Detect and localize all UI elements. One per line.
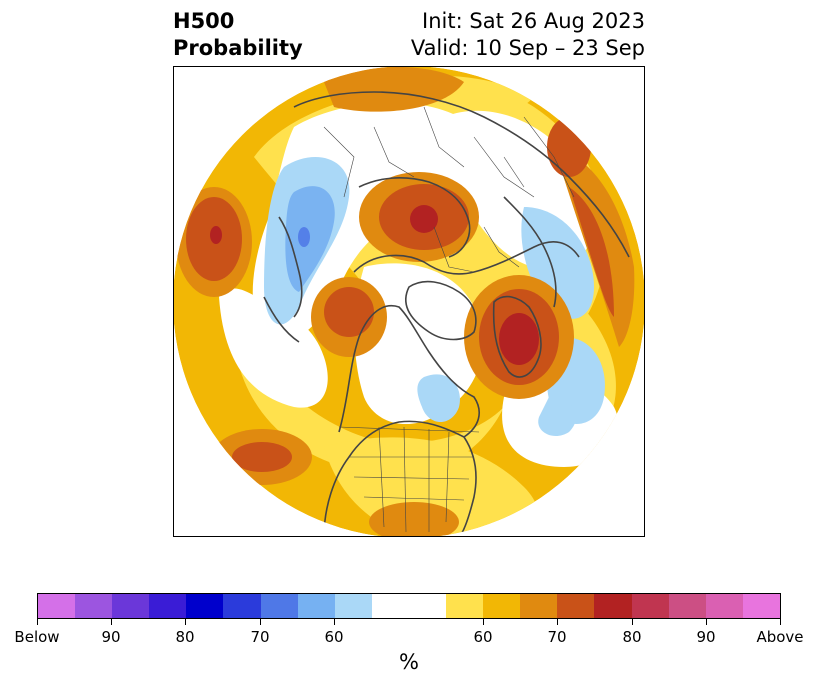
title-valid-range: Valid: 10 Sep – 23 Sep (410, 36, 645, 60)
colorbar-segment (186, 594, 224, 618)
colorbar-tick (780, 619, 781, 625)
colorbar-tick (185, 619, 186, 625)
colorbar-segment (520, 594, 558, 618)
colorbar-segment (668, 594, 706, 618)
colorbar-tick (706, 619, 707, 625)
colorbar-tick (37, 619, 38, 625)
colorbar-tick (483, 619, 484, 625)
colorbar-segment (446, 594, 484, 618)
colorbar (37, 593, 781, 619)
colorbar-tick (111, 619, 112, 625)
probability-map (174, 67, 644, 536)
colorbar-segment (297, 594, 335, 618)
colorbar-tick-label: 90 (696, 628, 716, 646)
title-right: Init: Sat 26 Aug 2023 Valid: 10 Sep – 23… (411, 8, 645, 62)
colorbar-segment (112, 594, 150, 618)
colorbar-segment (38, 594, 76, 618)
colorbar-segment (705, 594, 743, 618)
colorbar-tick-label: Above (756, 628, 804, 646)
colorbar-segment (149, 594, 187, 618)
title-variable: H500 (173, 9, 235, 33)
colorbar-tick (334, 619, 335, 625)
colorbar-tick-label: 60 (473, 628, 493, 646)
colorbar-tick-label: 60 (324, 628, 344, 646)
colorbar-segment (260, 594, 298, 618)
colorbar-tick-label: 70 (547, 628, 567, 646)
political-boundaries (323, 106, 575, 533)
colorbar-segment (483, 594, 521, 618)
colorbar-tick-label: 80 (175, 628, 195, 646)
title-left: H500 Probability (173, 8, 303, 62)
map-frame (173, 66, 645, 537)
colorbar-tick-label: Below (14, 628, 60, 646)
colorbar-segment (75, 594, 113, 618)
colorbar-unit-label: % (399, 650, 419, 674)
colorbar-segment (631, 594, 669, 618)
colorbar-tick-label: 70 (250, 628, 270, 646)
colorbar-tick-label: 80 (622, 628, 642, 646)
colorbar-tick (557, 619, 558, 625)
colorbar-segment (594, 594, 632, 618)
colorbar-segment (223, 594, 261, 618)
colorbar-segment (334, 594, 372, 618)
below-65-70-regions (298, 227, 310, 247)
title-product: Probability (173, 36, 303, 60)
colorbar-segment (742, 594, 780, 618)
colorbar-segment (371, 594, 409, 618)
colorbar-tick (632, 619, 633, 625)
title-init-date: Init: Sat 26 Aug 2023 (422, 9, 645, 33)
above-75-80-regions (210, 205, 539, 365)
colorbar-segment (408, 594, 447, 618)
colorbar-segment (557, 594, 595, 618)
colorbar-tick-label: 90 (101, 628, 121, 646)
colorbar-tick (260, 619, 261, 625)
